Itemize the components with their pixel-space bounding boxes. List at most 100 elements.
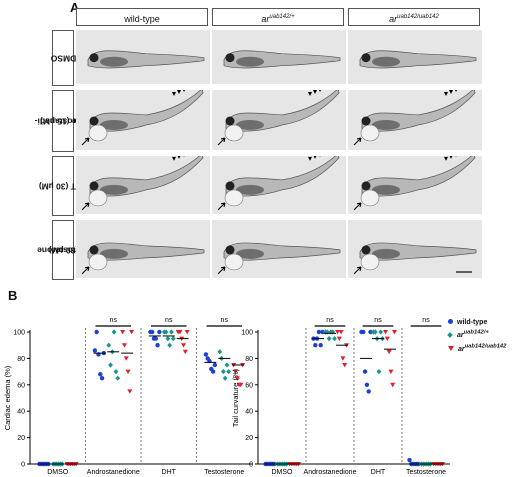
- y-tick-label: 20: [17, 435, 25, 442]
- edema-arrow-icon: [217, 202, 226, 211]
- legend-marker-triangle: [448, 345, 454, 351]
- data-point: [181, 343, 187, 348]
- data-point: [372, 329, 378, 335]
- curvature-arrowhead-icon: [455, 156, 457, 157]
- curvature-arrowhead-icon: [172, 156, 176, 161]
- data-point: [238, 382, 244, 388]
- legend-marker-circle: [448, 319, 453, 324]
- larva-eye: [361, 245, 371, 255]
- cardiac-edema: [224, 253, 244, 271]
- x-category-label: Androstanedione: [304, 469, 357, 476]
- data-point: [98, 372, 103, 377]
- curvature-arrowhead-icon: [444, 156, 448, 161]
- larva-image-androstanedione-heterozygous: [212, 90, 346, 150]
- tail-curvature-chart: 0 20 40 60 80 100 Tail curvature (%) DMSO Andros…: [231, 317, 450, 476]
- x-category-label: DHT: [371, 469, 386, 476]
- data-point: [177, 330, 183, 335]
- y-tick-label: 80: [245, 356, 253, 363]
- data-point: [336, 336, 342, 341]
- significance-label: ns: [110, 317, 118, 324]
- edema-arrow-icon: [81, 137, 90, 146]
- data-point: [222, 375, 228, 381]
- edema-arrow-icon: [217, 137, 226, 146]
- data-point: [99, 376, 105, 381]
- data-point: [224, 362, 230, 368]
- significance-label: ns: [165, 317, 173, 324]
- column-header-wild-type: wild-type: [76, 8, 208, 26]
- cardiac-edema: [88, 189, 108, 207]
- edema-arrow-icon: [81, 266, 90, 275]
- data-point: [318, 343, 323, 348]
- larva-image-dht-wild-type: [76, 156, 210, 214]
- cardiac-edema: [360, 124, 380, 142]
- data-point: [383, 330, 388, 335]
- data-point: [376, 369, 382, 375]
- curvature-arrowhead-icon: [308, 92, 312, 96]
- curvature-arrowhead-icon: [455, 90, 457, 92]
- curvature-arrowhead-icon: [177, 90, 181, 94]
- cardiac-edema: [360, 189, 380, 207]
- data-point: [407, 457, 412, 463]
- cardiac-edema: [88, 124, 108, 142]
- larva-yolk: [236, 184, 264, 195]
- data-point: [220, 369, 226, 375]
- larva-image-testosterone-heterozygous: [212, 220, 346, 278]
- data-point: [113, 369, 119, 375]
- data-point: [378, 329, 384, 335]
- larva-image-androstanedione-homozygous: [348, 90, 482, 150]
- data-point: [212, 362, 218, 368]
- larva-yolk: [236, 56, 264, 67]
- data-point: [115, 375, 121, 381]
- y-tick-label: 0: [21, 462, 25, 469]
- data-point: [234, 376, 240, 381]
- data-point: [163, 329, 169, 335]
- edema-arrow-icon: [353, 202, 362, 211]
- data-point: [390, 382, 396, 388]
- data-point: [157, 329, 162, 335]
- larva-image-dht-homozygous: [348, 156, 482, 214]
- data-point: [330, 329, 336, 335]
- data-point: [106, 342, 112, 348]
- y-tick-label: 0: [249, 462, 253, 469]
- larva-image-testosterone-wild-type: [76, 220, 210, 278]
- larva-image-dmso-wild-type: [76, 30, 210, 84]
- x-category-label: Testosterone: [204, 469, 244, 476]
- data-point: [120, 330, 126, 335]
- curvature-arrowhead-icon: [313, 90, 317, 94]
- x-category-label: DMSO: [272, 469, 294, 476]
- x-category-label: Androstanedione: [87, 469, 140, 476]
- column-header-heterozygous: aruab142/+: [212, 8, 344, 26]
- data-point: [368, 329, 373, 335]
- data-point: [338, 330, 344, 335]
- cardiac-edema: [360, 253, 380, 271]
- data-point: [313, 343, 318, 348]
- data-point: [316, 329, 322, 335]
- x-category-label: DMSO: [47, 469, 69, 476]
- data-point: [340, 356, 346, 361]
- larva-eye: [361, 181, 371, 191]
- larva-eye: [361, 53, 371, 63]
- larva-yolk: [372, 120, 400, 130]
- edema-arrow-icon: [353, 137, 362, 146]
- data-point: [388, 369, 394, 374]
- larva-yolk: [100, 248, 128, 259]
- row-label-testosterone: Testosterone (30 µM): [37, 220, 89, 280]
- row-label-dmso: DMSO: [50, 30, 76, 86]
- larva-yolk: [100, 120, 128, 130]
- curvature-arrowhead-icon: [183, 90, 185, 92]
- data-point: [170, 336, 176, 342]
- cardiac-edema: [224, 189, 244, 207]
- data-point: [123, 356, 129, 361]
- data-point: [361, 329, 366, 335]
- data-point: [182, 349, 188, 355]
- data-point: [342, 363, 348, 368]
- cardiac-edema: [224, 124, 244, 142]
- larva-yolk: [372, 56, 400, 67]
- larva-yolk: [372, 248, 400, 259]
- y-axis-label: Cardiac edema (%): [3, 365, 12, 430]
- larva-eye: [361, 116, 371, 126]
- y-tick-label: 80: [17, 356, 25, 363]
- data-point: [184, 330, 190, 335]
- data-point: [121, 343, 127, 348]
- data-point: [362, 369, 368, 374]
